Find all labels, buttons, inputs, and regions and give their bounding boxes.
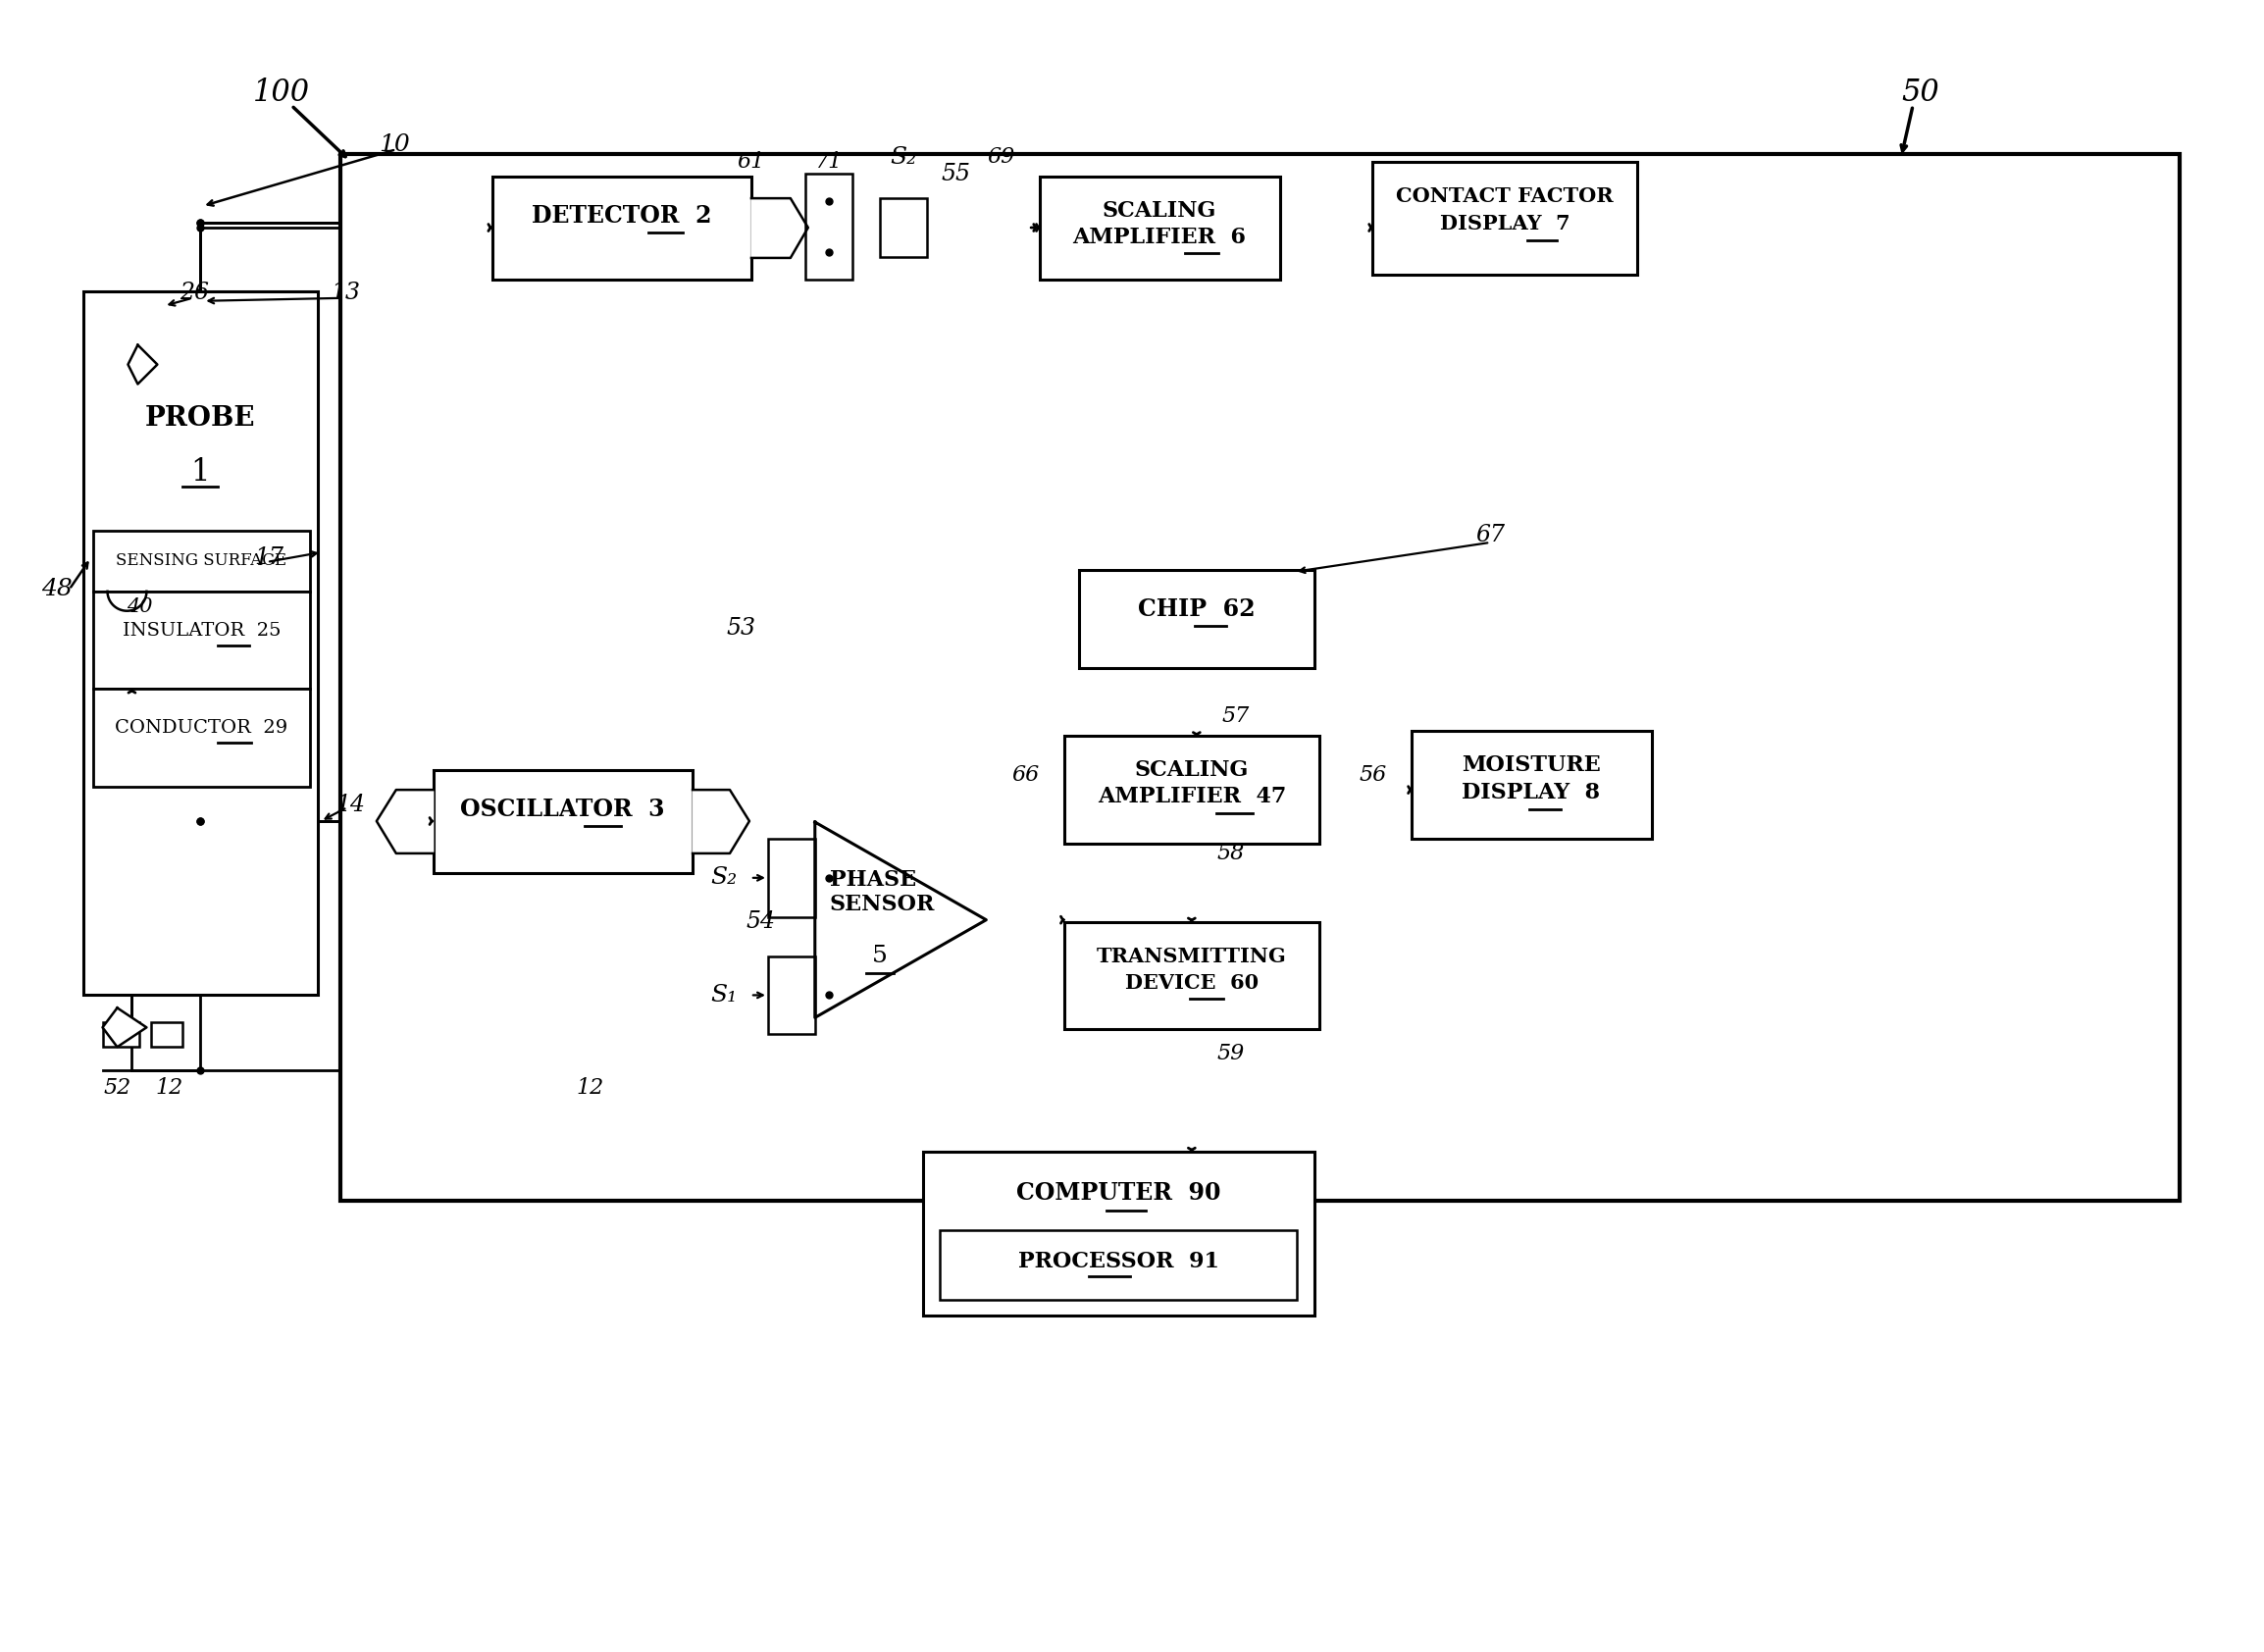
Text: 66: 66	[1012, 765, 1039, 786]
Text: CONDUCTOR  29: CONDUCTOR 29	[115, 719, 288, 737]
Text: SENSING SURFACE: SENSING SURFACE	[115, 553, 288, 570]
Text: 71: 71	[815, 152, 842, 173]
Text: DISPLAY  8: DISPLAY 8	[1463, 781, 1601, 803]
Bar	[93, 530, 310, 591]
Bar	[1372, 162, 1637, 274]
Text: SCALING: SCALING	[1103, 200, 1216, 221]
Polygon shape	[693, 790, 749, 854]
Polygon shape	[815, 823, 987, 1018]
Text: DETECTOR  2: DETECTOR 2	[532, 205, 711, 228]
Text: 10: 10	[378, 134, 410, 155]
Bar	[93, 591, 310, 689]
Bar	[1039, 177, 1279, 279]
Polygon shape	[129, 345, 156, 383]
Text: 14: 14	[335, 793, 365, 816]
Text: DISPLAY  7: DISPLAY 7	[1440, 213, 1569, 233]
Text: S₂: S₂	[890, 145, 917, 169]
Text: 54: 54	[747, 910, 777, 933]
Text: CHIP  62: CHIP 62	[1139, 596, 1254, 621]
Bar	[767, 839, 815, 917]
Bar	[340, 154, 2180, 1201]
Bar	[84, 291, 317, 995]
Text: 55: 55	[942, 162, 971, 185]
Text: 53: 53	[727, 618, 756, 639]
Text: S₁: S₁	[711, 985, 738, 1006]
Bar	[152, 1023, 183, 1047]
Text: SCALING: SCALING	[1134, 760, 1250, 781]
Bar	[924, 1151, 1313, 1317]
Text: 40: 40	[127, 598, 152, 616]
Text: 59: 59	[1218, 1042, 1245, 1064]
Bar	[940, 1229, 1297, 1300]
Text: 58: 58	[1218, 843, 1245, 864]
Text: PROCESSOR  91: PROCESSOR 91	[1019, 1251, 1218, 1272]
Bar	[432, 770, 693, 872]
Bar	[1064, 737, 1320, 844]
Text: INSULATOR  25: INSULATOR 25	[122, 621, 281, 639]
Bar	[1064, 922, 1320, 1029]
Polygon shape	[376, 790, 432, 854]
Text: S₂: S₂	[711, 867, 738, 889]
Text: 5: 5	[872, 945, 887, 968]
Polygon shape	[102, 1008, 147, 1047]
Bar	[102, 1023, 140, 1047]
Text: CONTACT FACTOR: CONTACT FACTOR	[1397, 187, 1614, 206]
Bar	[1413, 732, 1653, 839]
Text: TRANSMITTING: TRANSMITTING	[1096, 947, 1286, 966]
Text: 50: 50	[1902, 78, 1940, 107]
Text: 67: 67	[1476, 524, 1506, 547]
Text: 13: 13	[331, 282, 360, 304]
Text: 26: 26	[179, 282, 208, 304]
Text: 12: 12	[575, 1077, 604, 1099]
Text: PROBE: PROBE	[145, 405, 256, 431]
Text: DEVICE  60: DEVICE 60	[1125, 973, 1259, 993]
Text: 52: 52	[104, 1077, 131, 1099]
Bar	[1080, 570, 1313, 667]
Text: 61: 61	[738, 152, 765, 173]
Text: 17: 17	[254, 547, 283, 570]
Text: AMPLIFIER  6: AMPLIFIER 6	[1073, 226, 1245, 248]
Text: 56: 56	[1358, 765, 1386, 786]
Text: OSCILLATOR  3: OSCILLATOR 3	[460, 798, 666, 821]
Text: 48: 48	[41, 578, 72, 601]
Text: PHASE
SENSOR: PHASE SENSOR	[829, 869, 935, 915]
Text: 1: 1	[190, 458, 211, 487]
Bar	[93, 689, 310, 786]
Bar	[806, 173, 851, 279]
Text: AMPLIFIER  47: AMPLIFIER 47	[1098, 786, 1286, 808]
Polygon shape	[752, 198, 808, 258]
Bar	[767, 957, 815, 1034]
Text: 57: 57	[1223, 705, 1250, 727]
Bar	[878, 198, 926, 258]
Bar	[491, 177, 752, 279]
Text: 100: 100	[254, 78, 310, 107]
Text: COMPUTER  90: COMPUTER 90	[1017, 1181, 1220, 1204]
Text: 69: 69	[987, 147, 1014, 169]
Text: MOISTURE: MOISTURE	[1463, 755, 1601, 776]
Text: 12: 12	[156, 1077, 183, 1099]
